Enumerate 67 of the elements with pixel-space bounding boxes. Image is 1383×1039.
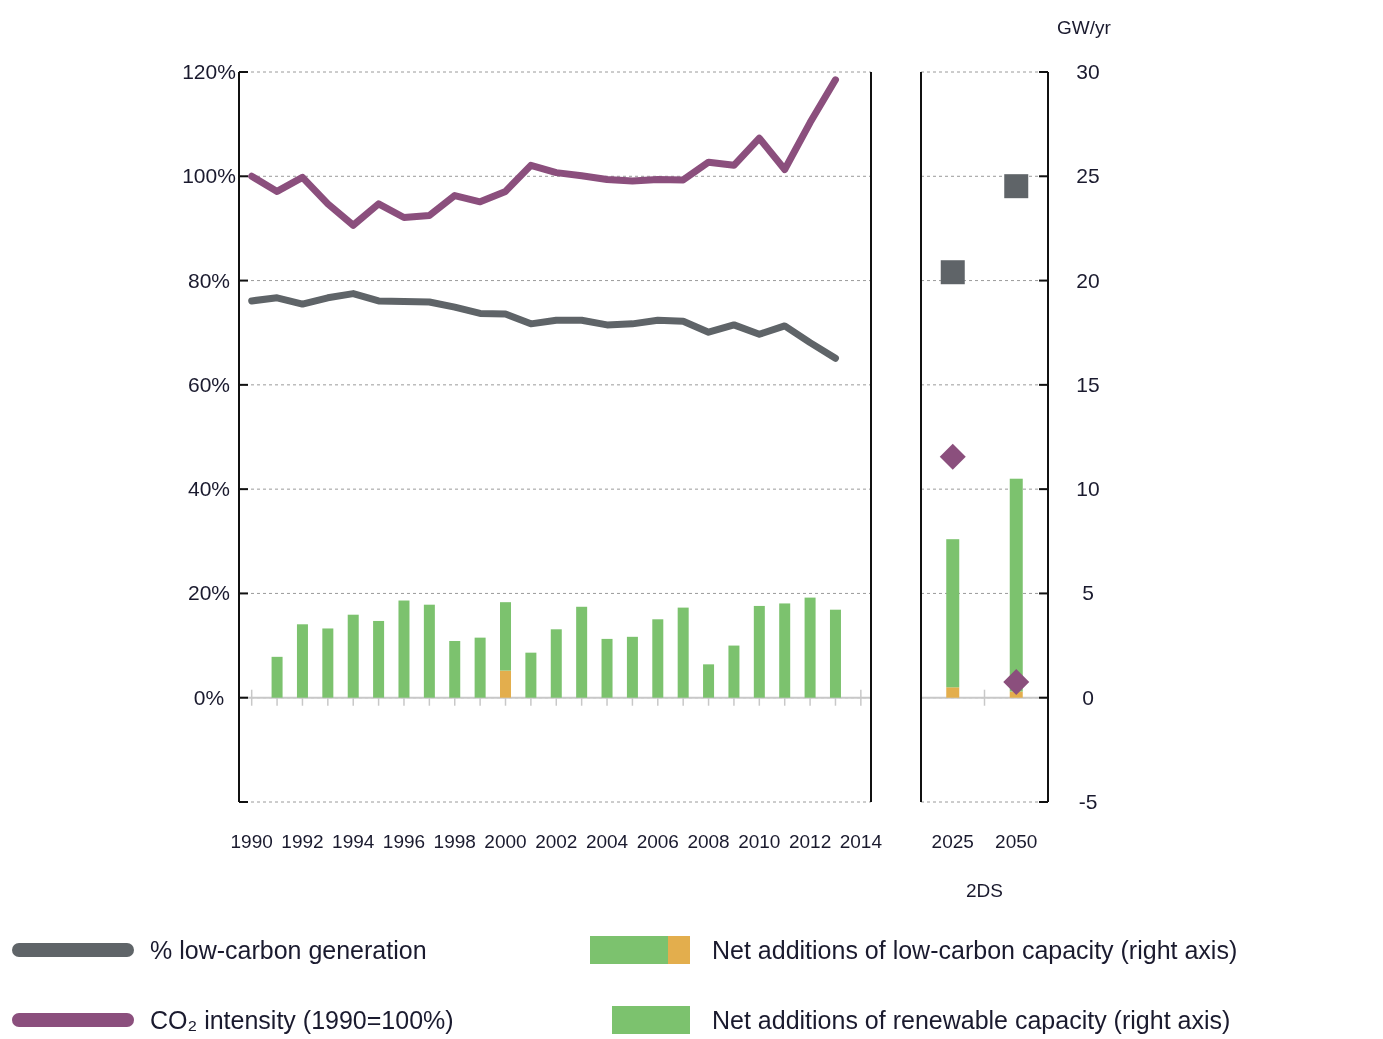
x-tick-label: 2010 (738, 831, 781, 852)
y2-tick-label: 30 (1076, 60, 1100, 83)
x-tick-label: 2008 (687, 831, 730, 852)
y-tick-label: 80% (187, 268, 231, 292)
y2-tick-label: 10 (1076, 477, 1100, 501)
x-tick-label: 1998 (433, 831, 476, 852)
bar (271, 656, 283, 698)
point (1003, 669, 1030, 696)
bar (703, 664, 715, 698)
bar (449, 640, 461, 698)
y-tick-label: 120% (182, 60, 236, 83)
legend-label: % low-carbon generation (150, 936, 427, 964)
legend-label: CO₂ intensity (1990=100%) (150, 1006, 454, 1034)
x-tick-label: 1992 (281, 831, 324, 852)
x-tick-label: 2050 (995, 831, 1038, 852)
y2-tick-label: 0 (1082, 685, 1094, 709)
y-tick-label: 20% (187, 581, 231, 605)
bar (601, 638, 613, 698)
bar (322, 628, 334, 698)
bar (296, 624, 308, 698)
point (939, 443, 966, 470)
bar (626, 636, 638, 698)
bar (550, 629, 562, 698)
y-tick-label: 40% (187, 477, 231, 501)
x-tick-label: 2000 (484, 831, 527, 852)
bar (804, 597, 816, 698)
bar (829, 609, 841, 698)
point (940, 260, 965, 285)
bar (946, 687, 960, 698)
y2-axis-title: GW/yr (1057, 17, 1112, 38)
bar (753, 605, 765, 698)
bar (398, 600, 410, 698)
x-tick-label: 2012 (788, 831, 832, 852)
legend-label: Net additions of low-carbon capacity (right axis) (712, 936, 1238, 964)
bar (500, 602, 512, 671)
y-tick-label: 60% (187, 372, 231, 396)
y2-tick-label: 25 (1076, 164, 1100, 188)
bar (779, 603, 791, 698)
bar (474, 637, 486, 698)
legend-label: Net additions of renewable capacity (right axis) (712, 1006, 1231, 1034)
x-tick-label: 1990 (230, 831, 273, 852)
y-tick-label: 0% (193, 685, 225, 709)
x-tick-label: 2006 (636, 831, 679, 852)
y2-tick-label: 15 (1076, 372, 1100, 396)
x-tick-label: 2004 (585, 831, 629, 852)
bar (347, 614, 359, 698)
x-tick-label: 2025 (931, 831, 974, 852)
bar (576, 606, 588, 698)
y-tick-label: 100% (182, 164, 236, 188)
bar (423, 604, 435, 698)
x-axis-title: 2DS (966, 880, 1003, 901)
x-tick-label: 2002 (535, 831, 578, 852)
y2-tick-label: 5 (1082, 581, 1094, 605)
y2-tick-label: -5 (1078, 790, 1098, 813)
bar (373, 620, 385, 698)
bar (946, 539, 960, 688)
bar (728, 645, 740, 698)
y2-tick-label: 20 (1076, 268, 1100, 292)
bar (1009, 478, 1023, 692)
x-tick-label: 1996 (382, 831, 426, 852)
bar (525, 652, 537, 698)
point (1004, 174, 1029, 199)
x-tick-label: 1994 (332, 831, 375, 852)
x-tick-label: 2014 (839, 831, 883, 852)
bar (652, 619, 664, 698)
bar (677, 607, 689, 698)
bar (500, 670, 512, 698)
